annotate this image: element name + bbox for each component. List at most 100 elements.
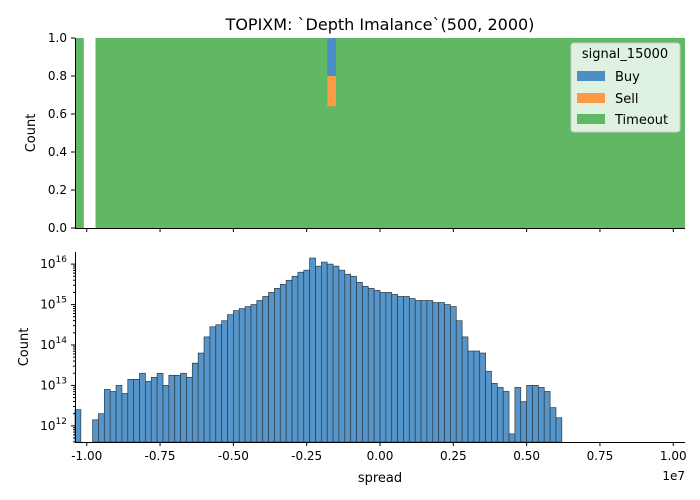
histogram-bar [221, 320, 228, 443]
top-y-axis-label: Count [24, 114, 39, 153]
histogram-bar [203, 336, 211, 443]
histogram-bar [479, 352, 486, 443]
y-tick-label: 1013 [40, 376, 67, 392]
histogram-bar [555, 417, 563, 443]
histogram-bar [279, 283, 287, 443]
top-y-ticks: 0.0 0.2 0.4 0.6 0.8 1.0 [48, 31, 75, 235]
histogram-bar [362, 286, 369, 443]
y-tick-label: 1016 [40, 255, 67, 271]
histogram-bar [473, 350, 481, 443]
histogram-bar [209, 326, 217, 443]
histogram-bar [133, 378, 140, 443]
histogram-bar [467, 350, 475, 443]
histogram-bar [450, 306, 457, 443]
bottom-x-axis-label: spread [358, 471, 402, 486]
y-tick-label: 0.6 [48, 107, 67, 121]
histogram-bar [297, 271, 305, 443]
histogram-bar [379, 292, 387, 443]
histogram-bar [103, 389, 111, 443]
histogram-bar [549, 407, 557, 443]
histogram-bar [491, 383, 498, 443]
bar-segment-timeout [75, 38, 84, 228]
y-tick-label: 0.2 [48, 183, 67, 197]
histogram-bar [227, 314, 234, 443]
histogram-bar [538, 387, 545, 443]
histogram-bar [461, 336, 469, 443]
histogram-bar [186, 376, 193, 443]
y-tick-label: 1012 [40, 417, 67, 433]
histogram-bar [115, 385, 123, 443]
histogram-bar [408, 298, 416, 443]
histogram-bar [391, 294, 398, 443]
histogram-bar [309, 257, 316, 443]
legend-label-timeout: Timeout [614, 113, 668, 128]
x-tick-label: 0.50 [513, 449, 540, 463]
histogram-bar [139, 372, 146, 443]
histogram-bar [356, 281, 363, 443]
histogram-bar [274, 288, 281, 443]
histogram-bar [403, 296, 410, 443]
histogram-bar [385, 292, 393, 443]
histogram-bar [373, 290, 381, 443]
histogram-bar [485, 370, 492, 443]
x-tick-label: 0.00 [367, 449, 394, 463]
x-tick-label: -1.00 [71, 449, 102, 463]
x-tick-label: 0.75 [587, 449, 614, 463]
y-tick-label: 1015 [40, 296, 67, 312]
histogram-bar [127, 378, 135, 443]
histogram-bar [508, 433, 516, 443]
histogram-bar [109, 391, 117, 443]
bar-segment-buy [327, 38, 337, 107]
legend-frame [570, 42, 681, 133]
histogram-bar [414, 300, 422, 443]
histogram-bar [291, 275, 299, 443]
histogram-bar [303, 269, 310, 443]
x-tick-label: -0.75 [145, 449, 176, 463]
histogram-bar [121, 393, 129, 443]
histogram-bar [156, 372, 164, 443]
histogram-bar [262, 296, 269, 443]
histogram-bar [180, 372, 187, 443]
histogram-bar [444, 304, 451, 443]
legend-title: signal_15000 [582, 47, 668, 62]
histogram-bar [326, 263, 334, 443]
legend-swatch-buy [577, 71, 605, 81]
bottom-y-ticks: 1012 1013 1014 1015 1016 [40, 255, 75, 443]
histogram-bar [168, 374, 176, 443]
bottom-y-axis-label: Count [17, 328, 32, 367]
x-axis-offset-label: 1e7 [662, 469, 685, 483]
histogram-bar [426, 300, 434, 443]
histogram-bar [502, 391, 510, 443]
histogram-bar [397, 296, 404, 443]
x-tick-label: -0.50 [218, 449, 249, 463]
y-tick-label: 1.0 [48, 31, 67, 45]
histogram-bar [432, 302, 440, 443]
histogram-bar [315, 265, 322, 443]
legend: signal_15000 Buy Sell Timeout [570, 42, 681, 133]
histogram-bar [268, 292, 275, 443]
x-tick-label: -0.25 [291, 449, 322, 463]
histogram-bar [191, 362, 199, 443]
x-tick-label: 1.00 [660, 449, 687, 463]
y-tick-label: 1014 [40, 336, 67, 352]
histogram-bar [215, 324, 222, 443]
bottom-x-ticks: -1.00 -0.75 -0.50 -0.25 0.00 0.25 0.50 0.75 1.00 [71, 442, 687, 463]
y-tick-label: 0.0 [48, 221, 67, 235]
legend-label-buy: Buy [615, 70, 640, 85]
histogram-bar [332, 265, 340, 443]
top-panel: 0.0 0.2 0.4 0.6 0.8 1.0 Count signal_15000 Bu… [24, 31, 685, 235]
histogram-bar [256, 300, 264, 443]
histogram-bar [162, 385, 170, 443]
histogram-bars [74, 257, 563, 443]
histogram-bar [238, 308, 246, 443]
histogram-bar [543, 391, 551, 443]
histogram-bar [455, 320, 463, 443]
histogram-bar [320, 261, 328, 443]
y-tick-label: 0.4 [48, 145, 67, 159]
histogram-bar [520, 401, 527, 443]
chart-title: TOPIXM: `Depth Imalance`(500, 2000) [225, 15, 535, 34]
histogram-bar [496, 387, 504, 443]
histogram-bar [233, 310, 240, 443]
y-tick-label: 0.8 [48, 69, 67, 83]
